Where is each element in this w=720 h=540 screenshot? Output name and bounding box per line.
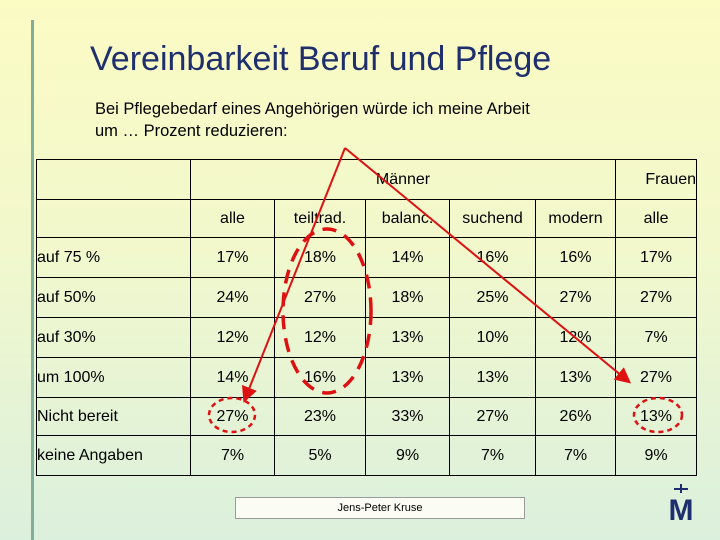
table-cell: 26% (534, 397, 617, 436)
footer-author: Jens-Peter Kruse (235, 497, 525, 519)
table-cell: 13% (365, 317, 450, 358)
group-header-men: Männer (189, 159, 617, 200)
table-group-header-row: Männer Frauen (36, 159, 698, 200)
accent-vertical-line (31, 20, 34, 540)
table-row: auf 30% 12% 12% 13% 10% 12% 7% (36, 317, 698, 358)
table-cell: 13% (534, 357, 617, 398)
slide-title: Vereinbarkeit Beruf und Pflege (90, 40, 552, 78)
table-cell: 27% (615, 277, 698, 318)
column-header: alle (190, 199, 275, 238)
table-cell: 13% (365, 357, 450, 398)
table-cell: 25% (449, 277, 536, 318)
table-row: Nicht bereit 27% 23% 33% 27% 26% 13% (36, 397, 698, 436)
corner-cell-2 (36, 199, 191, 238)
table-cell: 10% (449, 317, 536, 358)
row-label: auf 30% (36, 317, 191, 358)
table-cell: 18% (365, 277, 450, 318)
table-cell: 9% (615, 435, 698, 476)
table-cell: 27% (190, 397, 275, 436)
table-cell: 13% (615, 397, 698, 436)
row-label: auf 50% (36, 277, 191, 318)
results-table: Männer Frauen alle teiltrad. balanc. suc… (36, 159, 698, 476)
table-cell: 17% (615, 237, 698, 278)
table-cell: 12% (534, 317, 617, 358)
slide-subtitle: Bei Pflegebedarf eines Angehörigen würde… (95, 98, 615, 142)
table-row: keine Angaben 7% 5% 9% 7% 7% 9% (36, 435, 698, 476)
column-header: modern (534, 199, 617, 238)
table-row: auf 75 % 17% 18% 14% 16% 16% 17% (36, 237, 698, 278)
table-cell: 27% (449, 397, 536, 436)
logo-letter: M (669, 494, 694, 522)
table-cell: 9% (365, 435, 450, 476)
group-header-women: Frauen (615, 159, 698, 200)
corner-cell (36, 159, 191, 200)
table-row: um 100% 14% 16% 13% 13% 13% 27% (36, 357, 698, 398)
table-cell: 14% (190, 357, 275, 398)
table-cell: 16% (449, 237, 536, 278)
table-cell: 23% (274, 397, 366, 436)
table-cell: 27% (615, 357, 698, 398)
table-cell: 5% (274, 435, 366, 476)
column-header: balanc. (365, 199, 450, 238)
table-cell: 12% (274, 317, 366, 358)
table-row: auf 50% 24% 27% 18% 25% 27% 27% (36, 277, 698, 318)
table-cell: 14% (365, 237, 450, 278)
table-cell: 18% (274, 237, 366, 278)
subtitle-line-2: um … Prozent reduzieren: (95, 122, 288, 140)
subtitle-line-1: Bei Pflegebedarf eines Angehörigen würde… (95, 100, 530, 118)
table-cell: 12% (190, 317, 275, 358)
table-cell: 17% (190, 237, 275, 278)
table-cell: 7% (615, 317, 698, 358)
column-header: teiltrad. (274, 199, 366, 238)
table-cell: 16% (534, 237, 617, 278)
table-cell: 13% (449, 357, 536, 398)
table-cell: 16% (274, 357, 366, 398)
table-column-header-row: alle teiltrad. balanc. suchend modern al… (36, 199, 698, 238)
row-label: keine Angaben (36, 435, 191, 476)
column-header: alle (615, 199, 698, 238)
table-cell: 7% (190, 435, 275, 476)
table-cell: 27% (274, 277, 366, 318)
column-header: suchend (449, 199, 536, 238)
table-cell: 27% (534, 277, 617, 318)
table-cell: 7% (534, 435, 617, 476)
logo-m-icon: M (669, 484, 694, 522)
table-cell: 33% (365, 397, 450, 436)
row-label: auf 75 % (36, 237, 191, 278)
table-cell: 24% (190, 277, 275, 318)
row-label: um 100% (36, 357, 191, 398)
row-label: Nicht bereit (36, 397, 191, 436)
table-cell: 7% (449, 435, 536, 476)
